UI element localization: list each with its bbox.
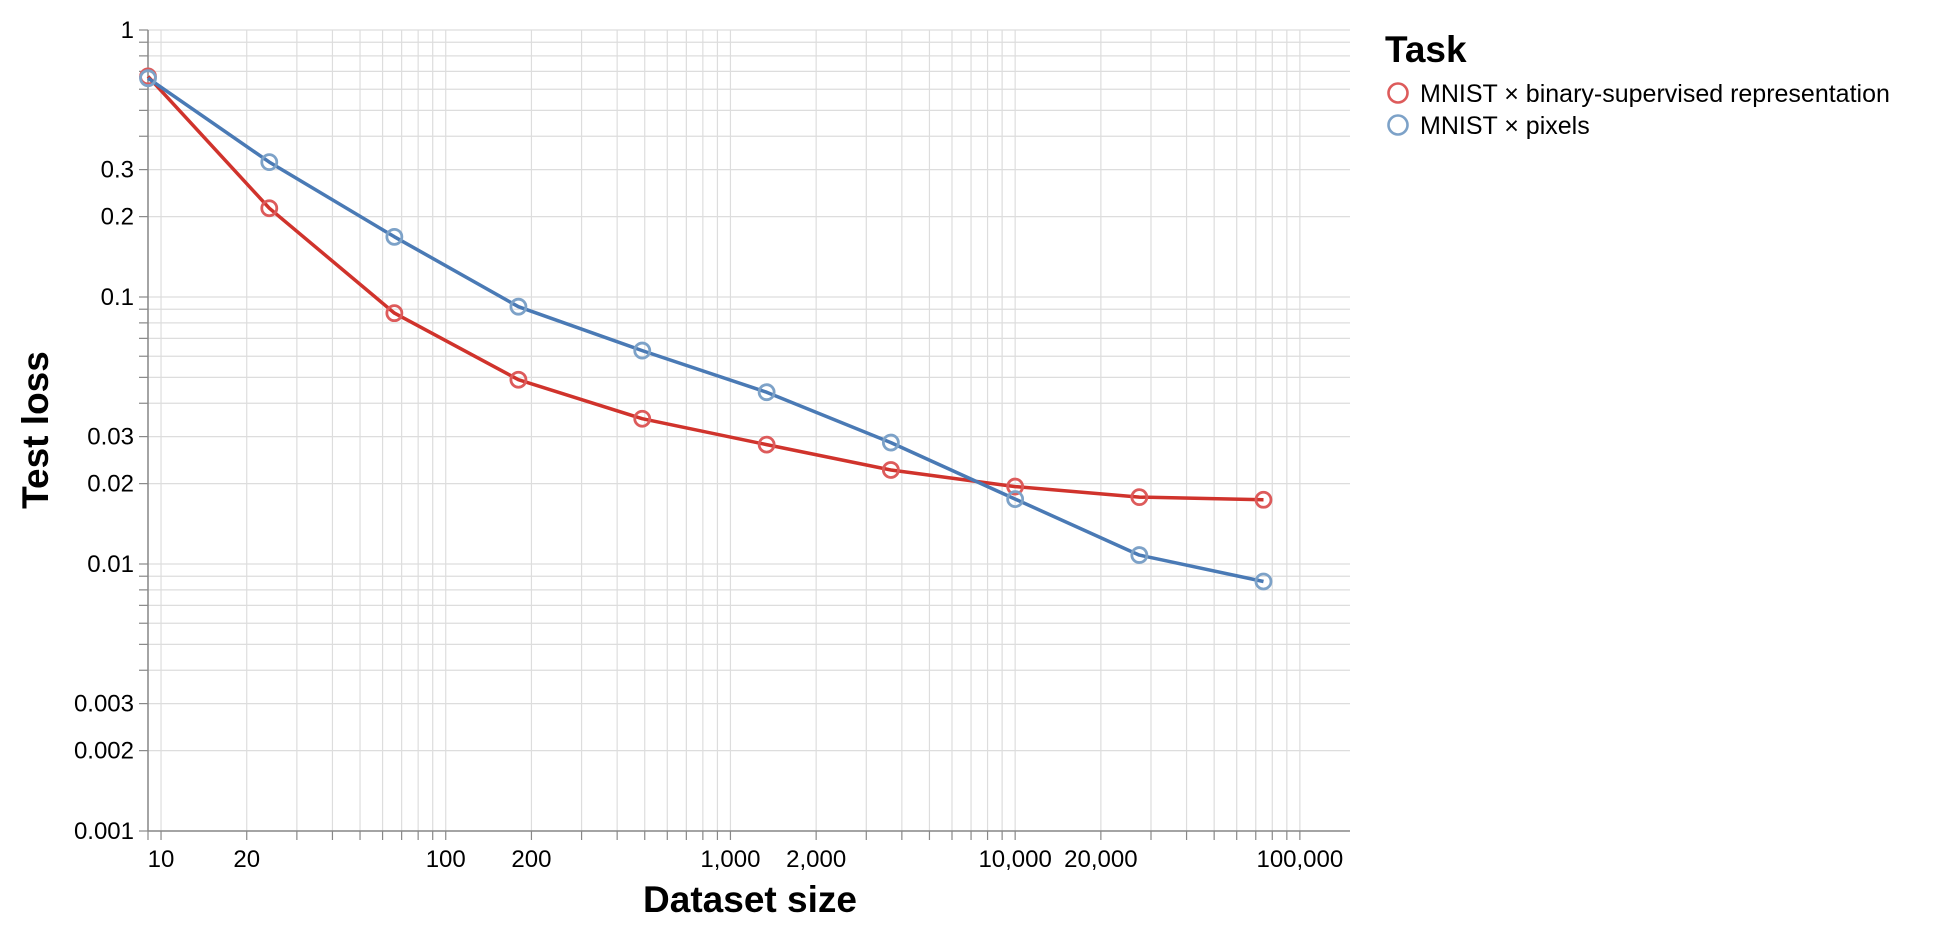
y-tick-label: 0.003 [74, 691, 134, 718]
series-group [139, 67, 1273, 591]
data-point [1006, 490, 1025, 509]
data-point [881, 433, 900, 452]
series-1 [139, 69, 1273, 591]
x-tick-label: 20 [233, 846, 260, 873]
legend-label: MNIST × binary-supervised representation [1420, 80, 1890, 108]
x-tick-label: 20,000 [1064, 846, 1137, 873]
data-point [509, 297, 528, 316]
legend-label: MNIST × pixels [1420, 112, 1590, 140]
y-tick-label: 0.01 [87, 551, 134, 578]
legend-symbol [1387, 82, 1409, 104]
x-tick-label: 100,000 [1256, 846, 1343, 873]
data-point [1006, 477, 1025, 496]
y-tick-label: 0.002 [74, 738, 134, 765]
data-point [139, 69, 157, 88]
data-point [881, 461, 900, 479]
data-point [757, 435, 776, 454]
data-point [1254, 572, 1273, 591]
x-tick-label: 10,000 [978, 846, 1051, 873]
y-tick-label: 0.3 [101, 157, 134, 184]
y-tick-label: 1 [121, 17, 134, 44]
y-axis-title: Test loss [15, 351, 56, 509]
series-line [147, 76, 1264, 584]
grid [147, 29, 1350, 832]
data-point [633, 341, 652, 360]
y-tick-label: 0.03 [87, 424, 134, 451]
legend-symbol [1387, 114, 1409, 136]
x-tick-label: 100 [426, 846, 466, 873]
data-point [260, 199, 279, 218]
axes: 10 20 100 200 1,000 2,000 10,000 20,000 100,000 1… [74, 17, 1350, 873]
x-tick-label: 1,000 [700, 846, 760, 873]
data-point [385, 304, 404, 323]
data-point [260, 153, 279, 172]
legend: Task MNIST × binary-supervised represent… [1385, 29, 1890, 140]
series-0 [139, 67, 1273, 509]
y-tick-label: 0.001 [74, 818, 134, 845]
data-point [385, 227, 404, 246]
data-point [1130, 488, 1149, 507]
x-axis-title: Dataset size [643, 879, 857, 920]
x-tick-label: 2,000 [786, 846, 846, 873]
series-line [146, 75, 1264, 502]
legend-title: Task [1385, 29, 1467, 70]
y-tick-label: 0.2 [101, 204, 134, 231]
data-point [509, 370, 528, 389]
data-point [757, 383, 776, 402]
y-tick-label: 0.02 [87, 471, 134, 498]
data-point [1130, 546, 1149, 564]
y-tick-label: 0.1 [101, 284, 134, 311]
data-point [633, 409, 652, 428]
data-point [1254, 490, 1273, 509]
x-tick-label: 200 [511, 846, 551, 873]
x-tick-label: 10 [148, 846, 175, 873]
